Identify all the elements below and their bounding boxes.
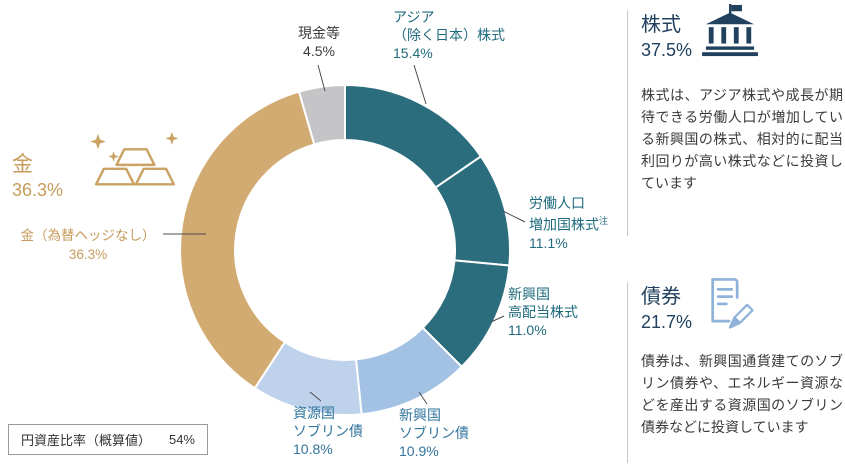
label-em-sovereign: 新興国 ソブリン債 10.9% — [399, 406, 469, 460]
label-asia-line1: アジア — [393, 9, 435, 25]
label-asia-equity: アジア （除く日本）株式 15.4% — [393, 8, 505, 62]
equity-pct: 37.5% — [641, 40, 693, 60]
bond-pct: 21.7% — [641, 312, 693, 332]
label-ressov-line1: 資源国 — [293, 405, 335, 421]
equity-heading: 株式 37.5% — [641, 12, 692, 62]
leader-line-3 — [490, 315, 505, 323]
label-emsov-line1: 新興国 — [399, 407, 441, 423]
leader-line-1 — [413, 64, 427, 105]
label-ressov-line2: ソブリン債 — [293, 423, 363, 439]
label-resource-sovereign: 資源国 ソブリン債 10.8% — [293, 404, 363, 458]
leader-line-0 — [317, 64, 326, 92]
divider-bond — [627, 282, 628, 463]
label-emdiv-line1: 新興国 — [508, 286, 550, 302]
yen-ratio-value: 54% — [168, 432, 195, 447]
leader-line-5 — [309, 391, 322, 402]
label-labor-pct: 11.1% — [529, 234, 568, 251]
gold-sub-pct: 36.3% — [68, 247, 108, 262]
label-ressov-pct: 10.8% — [293, 441, 333, 457]
bank-icon — [699, 4, 761, 63]
bond-description: 債券は、新興国通貨建てのソブリン債券や、エネルギー資源などを産出する資源国のソブ… — [641, 353, 843, 435]
gold-sub-line1: 金（為替ヘッジなし） — [20, 228, 156, 243]
divider-equity — [627, 10, 628, 236]
donut-segment-gold-unhedged — [179, 90, 316, 390]
gold-title: 金 — [12, 153, 33, 176]
label-emdiv-pct: 11.0% — [508, 322, 547, 338]
bond-title: 債券 — [641, 286, 681, 308]
label-emsov-pct: 10.9% — [399, 443, 439, 459]
leader-line-4 — [418, 391, 428, 405]
label-emsov-line2: ソブリン債 — [399, 425, 469, 441]
label-cash: 現金等 4.5% — [283, 24, 355, 60]
label-labor-line2: 増加国株式注 — [529, 216, 609, 233]
label-labor-equity: 労働人口 増加国株式注 11.1% — [529, 194, 608, 252]
label-cash-pct: 4.5% — [303, 43, 335, 59]
gold-pct: 36.3% — [12, 180, 64, 200]
label-gold-sub: 金（為替ヘッジなし） 36.3% — [10, 226, 166, 264]
label-labor-line1: 労働人口 — [529, 195, 585, 211]
equity-title: 株式 — [641, 14, 681, 36]
document-pencil-icon — [700, 274, 758, 337]
label-gold: 金 36.3% — [12, 152, 63, 201]
label-asia-line2: （除く日本）株式 — [393, 27, 505, 43]
label-cash-name: 現金等 — [298, 25, 340, 41]
gold-bars-icon — [84, 126, 182, 201]
bond-heading: 債券 21.7% — [641, 284, 692, 334]
footnote-marker: 注 — [599, 216, 609, 226]
donut-segment-cash — [297, 83, 346, 146]
yen-ratio-box: 円資産比率（概算値） 54% — [8, 424, 208, 455]
equity-description: 株式は、アジア株式や成長が期待できる労働人口が増加している新興国の株式、相対的に… — [641, 87, 843, 191]
label-em-dividend-equity: 新興国 高配当株式 11.0% — [508, 285, 578, 339]
yen-ratio-label: 円資産比率（概算値） — [21, 433, 152, 448]
leader-line-2 — [502, 210, 526, 223]
label-asia-pct: 15.4% — [393, 45, 433, 61]
label-emdiv-line2: 高配当株式 — [508, 304, 578, 320]
